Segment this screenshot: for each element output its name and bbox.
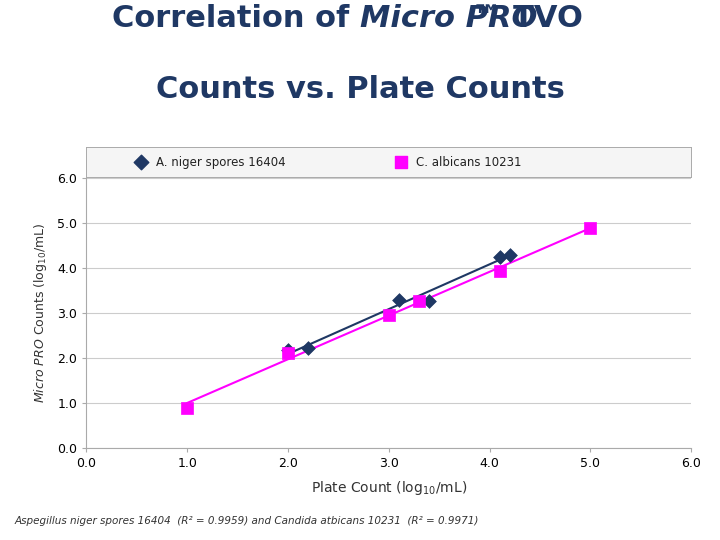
Point [494, 267, 505, 275]
Point [423, 296, 435, 305]
Text: Correlation of: Correlation of [112, 4, 360, 33]
Point [282, 346, 294, 354]
Text: Micro PRO: Micro PRO [360, 4, 537, 33]
Point [395, 158, 407, 166]
Text: ™ TVO: ™ TVO [472, 4, 582, 33]
Point [413, 296, 425, 305]
Point [504, 251, 516, 259]
Text: A. niger spores 16404: A. niger spores 16404 [156, 156, 286, 169]
Point [393, 295, 405, 304]
Text: C. albicans 10231: C. albicans 10231 [416, 156, 521, 169]
Point [585, 224, 596, 232]
Point [383, 311, 395, 320]
X-axis label: Plate Count (log$_{10}$/mL): Plate Count (log$_{10}$/mL) [310, 478, 467, 497]
Point [302, 344, 314, 353]
Point [135, 158, 147, 166]
Text: Aspegillus niger spores 16404  (R² = 0.9959) and Candida atbicans 10231  (R² = 0: Aspegillus niger spores 16404 (R² = 0.99… [14, 516, 479, 526]
Point [282, 348, 294, 357]
Point [181, 403, 193, 412]
Y-axis label: $\mathit{Micro\ PRO}$ Counts (log$_{10}$/mL): $\mathit{Micro\ PRO}$ Counts (log$_{10}$… [32, 223, 49, 403]
Text: Counts vs. Plate Counts: Counts vs. Plate Counts [156, 75, 564, 104]
Point [494, 252, 505, 261]
